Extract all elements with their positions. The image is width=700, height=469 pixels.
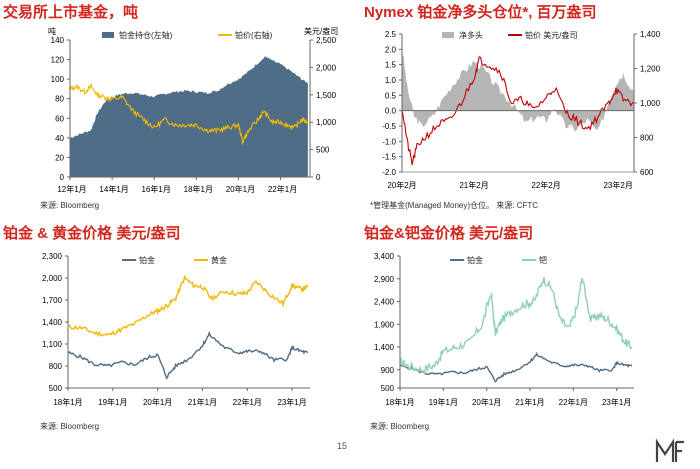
x-tick-label: 20年1月 <box>472 397 501 407</box>
x-tick-label: 18年1月 <box>184 184 213 194</box>
x-tick-label: 20年2月 <box>387 180 416 190</box>
legend-黄金-label: 黄金 <box>211 255 227 265</box>
y-tick-label: 1,700 <box>42 296 63 305</box>
y-tick-label: 2,300 <box>42 252 63 261</box>
left-tick-label: 2.5 <box>385 30 397 39</box>
x-tick-label: 16年1月 <box>142 184 171 194</box>
price-line <box>401 56 635 166</box>
left-tick-label: -1.5 <box>382 153 396 162</box>
x-tick-label: 18年1月 <box>385 397 414 407</box>
right-tick-label: 1,200 <box>640 65 661 74</box>
x-tick-label: 18年1月 <box>53 397 82 407</box>
x-tick-label: 19年1月 <box>98 397 127 407</box>
chart2-title: Nymex 铂金净多头仓位*, 百万盎司 <box>364 4 597 21</box>
right-tick-label: 800 <box>640 134 654 143</box>
chart3-source: 来源: Bloomberg <box>40 422 100 431</box>
right-tick-label: 2,000 <box>316 63 337 72</box>
right-tick-label: 1,400 <box>640 30 661 39</box>
x-tick-label: 23年2月 <box>603 180 632 190</box>
x-tick-label: 22年2月 <box>531 180 560 190</box>
y-tick-label: 2,900 <box>374 275 395 284</box>
y-tick-label: 500 <box>381 384 395 393</box>
platinum-palladium-chart: 500 900 1,400 1,900 2,400 2,900 3,400 18年1月 19年1… <box>374 252 634 407</box>
page-number: 15 <box>337 441 348 451</box>
x-tick-label: 14年1月 <box>99 184 128 194</box>
y-tick-label: 2,000 <box>42 274 63 283</box>
chart4-source: 来源: Bloomberg <box>370 422 430 431</box>
chart2-source: *管理基金(Managed Money)仓位。 来源: CFTC <box>370 201 539 210</box>
series-line-黄金 <box>67 274 309 338</box>
x-tick-label: 23年1月 <box>602 397 631 407</box>
left-tick-label: 40 <box>55 134 64 143</box>
x-tick-label: 20年1月 <box>226 184 255 194</box>
y-tick-label: 1,100 <box>42 340 63 349</box>
left-tick-label: 80 <box>55 95 64 104</box>
y-tick-label: 3,400 <box>374 252 395 261</box>
right-tick-label: 600 <box>640 168 654 177</box>
legend-holdings-swatch <box>102 32 114 38</box>
chart4-title: 铂金&钯金价格 美元/盎司 <box>364 225 534 242</box>
left-tick-label: 0.5 <box>385 91 397 100</box>
x-tick-label: 12年1月 <box>57 184 86 194</box>
x-tick-label: 22年1月 <box>233 397 262 407</box>
x-tick-label: 19年1月 <box>429 397 458 407</box>
net-long-area <box>402 47 634 132</box>
right-tick-label: 500 <box>316 146 330 155</box>
right-tick-label: 1,500 <box>316 91 337 100</box>
legend-holdings-label: 铂金持仓(左轴) <box>119 30 173 40</box>
series-line-铂金 <box>399 352 633 383</box>
left-tick-label: 1.5 <box>385 61 397 70</box>
x-tick-label: 23年1月 <box>277 397 306 407</box>
y-tick-label: 1,400 <box>42 318 63 327</box>
left-tick-label: 0 <box>60 173 65 182</box>
chart3-title: 铂金 & 黄金价格 美元/盎司 <box>3 225 181 242</box>
legend-net-long-swatch <box>442 32 454 38</box>
right-tick-label: 2,500 <box>316 36 337 45</box>
legend-price-label: 铂价 美元/盎司 <box>525 30 577 40</box>
left-tick-label: 120 <box>51 56 65 65</box>
x-tick-label: 22年1月 <box>268 184 297 194</box>
y-tick-label: 500 <box>49 384 63 393</box>
left-unit: 吨 <box>48 26 56 36</box>
y-tick-label: 1,400 <box>374 343 395 352</box>
left-tick-label: 0.0 <box>385 107 397 116</box>
y-tick-label: 800 <box>49 362 63 371</box>
left-tick-label: 1.0 <box>385 76 397 85</box>
left-tick-label: 20 <box>55 153 64 162</box>
series-line-钯 <box>399 276 633 375</box>
legend-price-label: 铂价(右轴) <box>235 30 273 40</box>
right-unit: 美元/盎司 <box>304 26 338 36</box>
left-tick-label: 2.0 <box>385 45 397 54</box>
y-tick-label: 1,900 <box>374 320 395 329</box>
left-tick-label: -1.0 <box>382 137 396 146</box>
mf-logo <box>655 438 684 462</box>
y-tick-label: 2,400 <box>374 298 395 307</box>
chart1-source: 来源: Bloomberg <box>40 201 100 210</box>
left-tick-label: 100 <box>51 75 65 84</box>
holdings-area <box>70 56 308 177</box>
legend-net-long-label: 净多头 <box>459 30 483 40</box>
nymex-net-long-chart: -2.0 -1.5 -1.0 -0.5 0.0 0.5 1.0 1.5 2.0 2.5 600 800… <box>382 30 661 190</box>
right-tick-label: 0 <box>316 173 321 182</box>
platinum-gold-chart: 500 800 1,100 1,400 1,700 2,000 2,300 18年1月 19年1… <box>42 252 310 407</box>
left-tick-label: -2.0 <box>382 168 396 177</box>
x-tick-label: 21年1月 <box>188 397 217 407</box>
x-tick-label: 21年2月 <box>459 180 488 190</box>
etf-holdings-chart: 吨 美元/盎司 0 20 40 60 80 100 120 140 0 500 1,000 1,500 2,… <box>48 26 338 194</box>
legend-铂金-label: 铂金 <box>467 255 483 265</box>
chart1-title: 交易所上市基金，吨 <box>3 4 139 21</box>
legend-钯-label: 钯 <box>539 255 547 265</box>
x-tick-label: 20年1月 <box>143 397 172 407</box>
right-tick-label: 1,000 <box>640 99 661 108</box>
right-tick-label: 1,000 <box>316 118 337 127</box>
left-tick-label: 60 <box>55 114 64 123</box>
x-tick-label: 22年1月 <box>559 397 588 407</box>
left-tick-label: -0.5 <box>382 122 396 131</box>
left-tick-label: 140 <box>51 36 65 45</box>
x-tick-label: 21年1月 <box>515 397 544 407</box>
y-tick-label: 900 <box>381 366 395 375</box>
series-line-铂金 <box>67 330 309 380</box>
legend-铂金-label: 铂金 <box>139 255 155 265</box>
price-line <box>69 82 309 146</box>
